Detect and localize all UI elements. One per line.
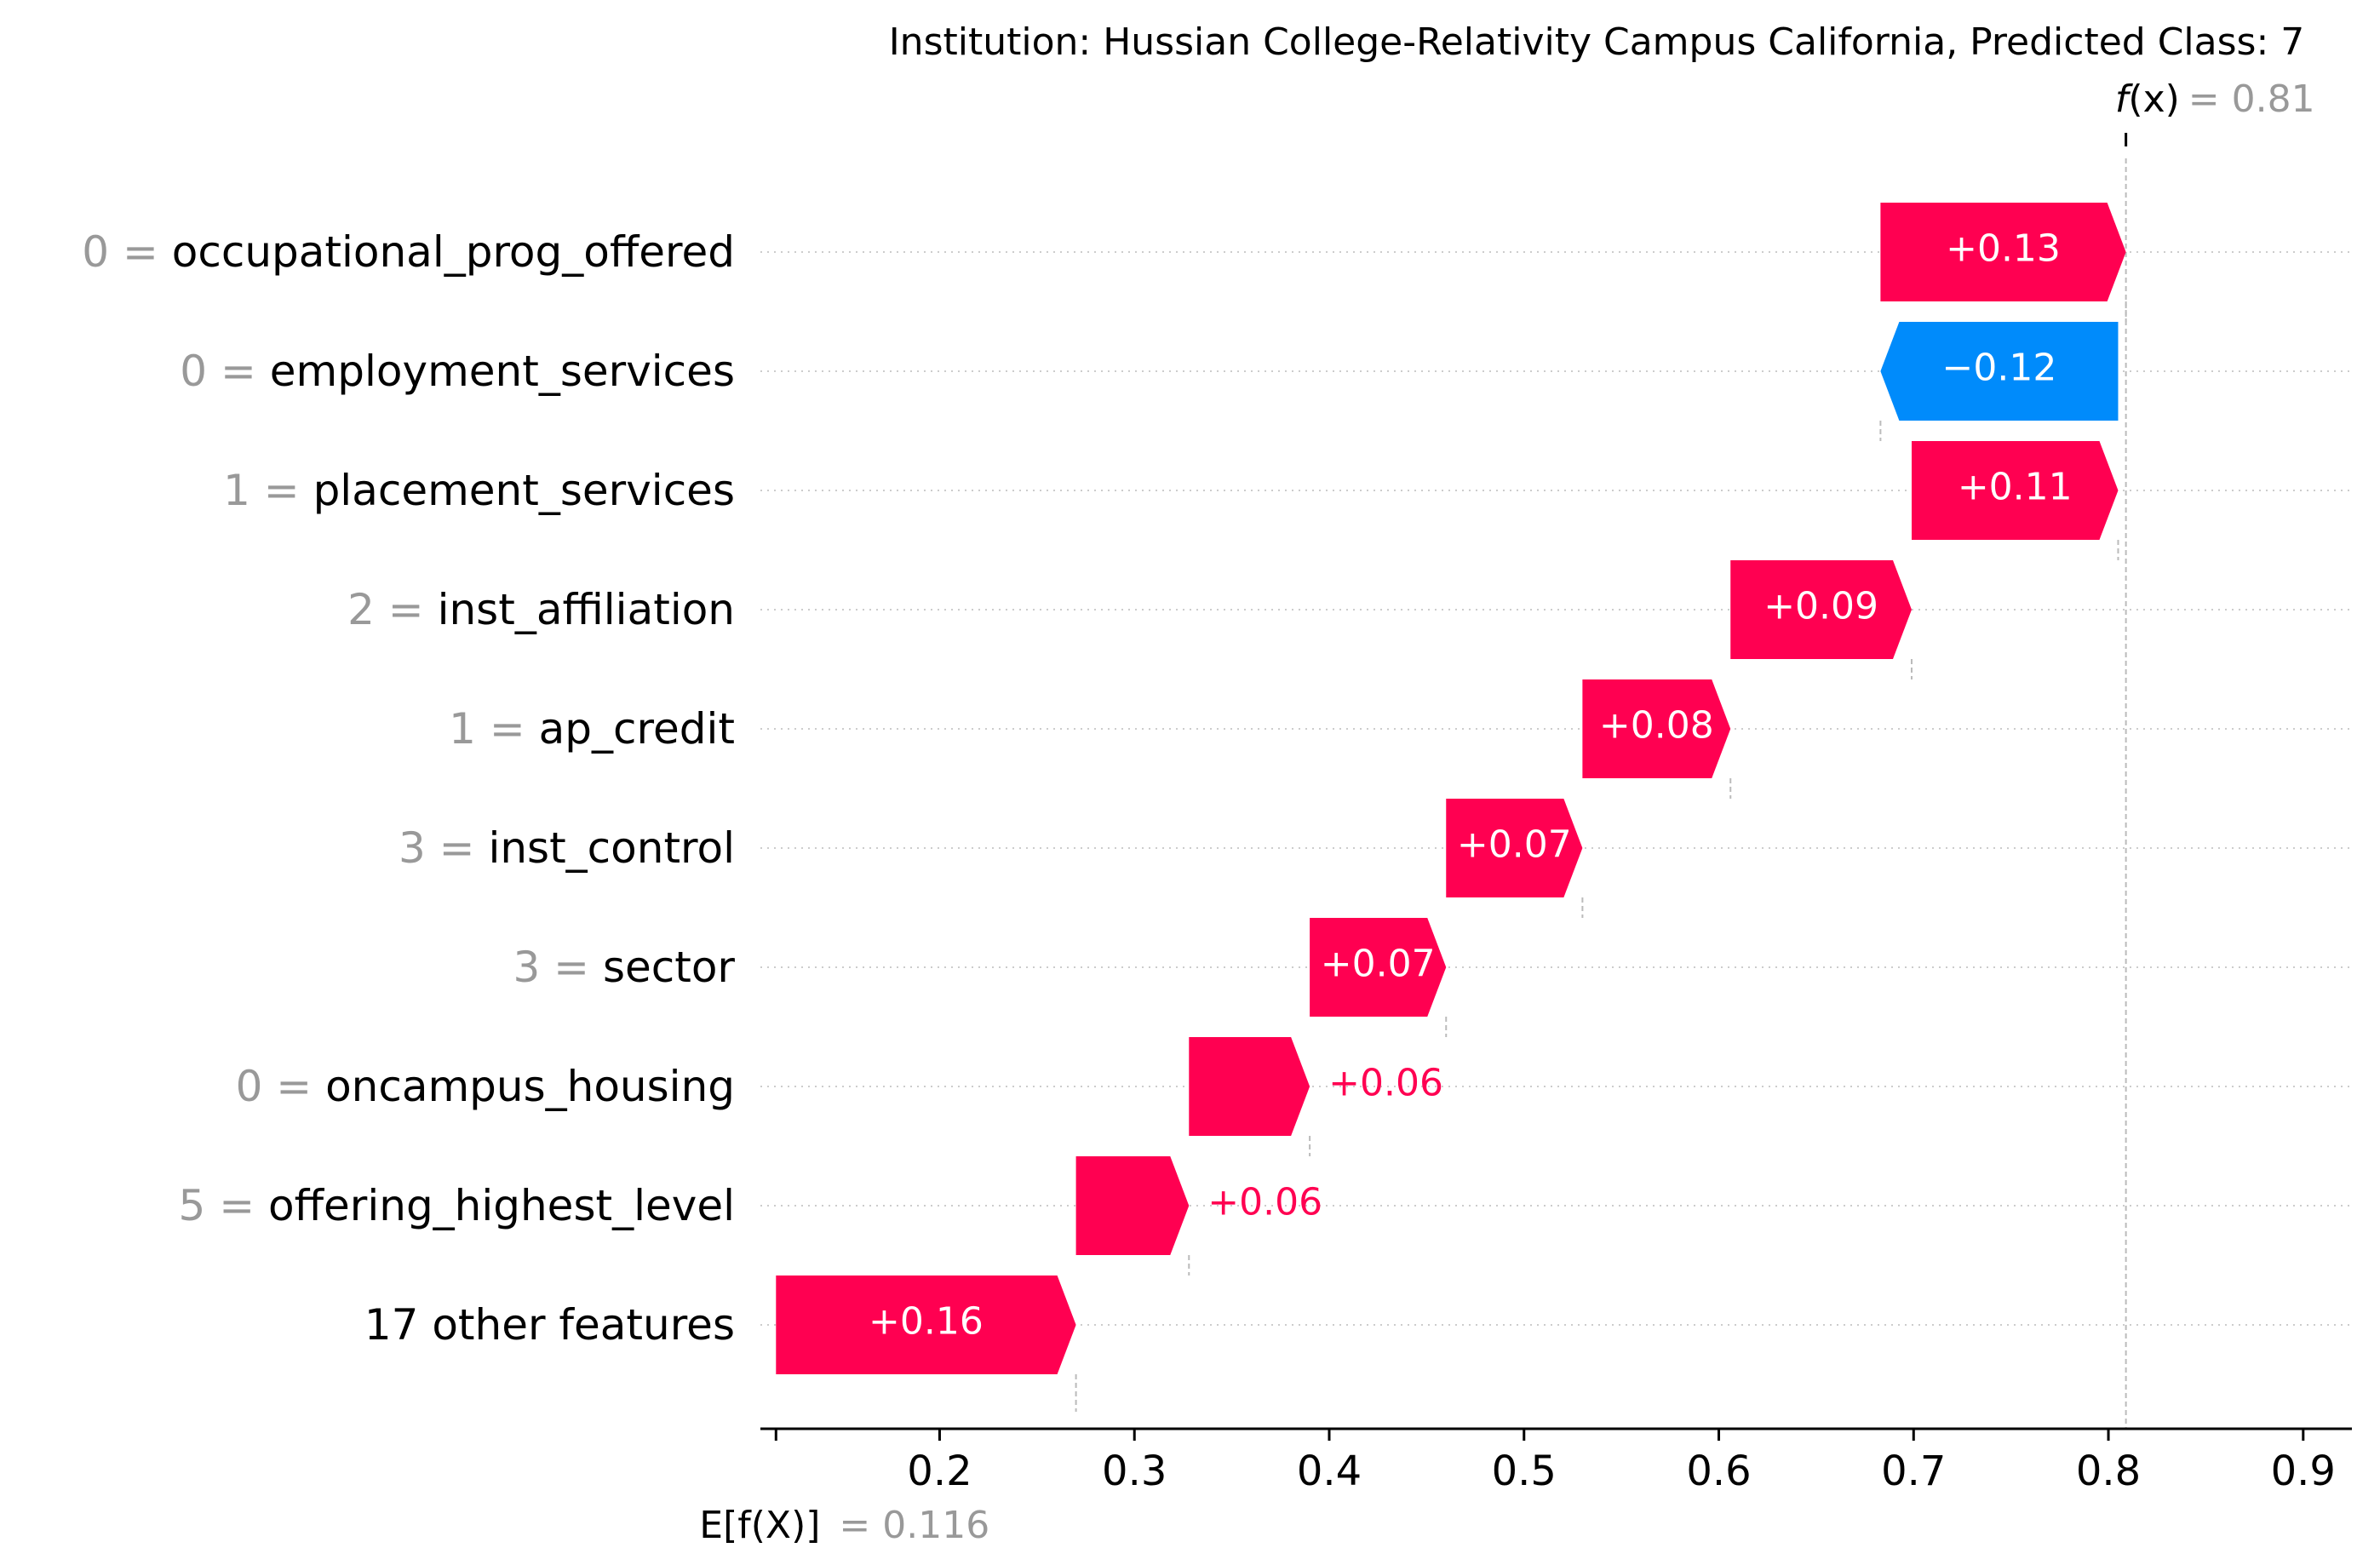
x-tick-label: 0.9 xyxy=(2271,1447,2336,1495)
bar-value-label: +0.11 xyxy=(1958,466,2073,509)
x-tick-label: 0.8 xyxy=(2076,1447,2141,1495)
chart-title: Institution: Hussian College-Relativity … xyxy=(889,20,2305,64)
feature-name: occupational_prog_offered xyxy=(172,227,735,277)
feature-label: 17 other features xyxy=(364,1300,735,1350)
ex-annotation: E[f(X)] = 0.116 xyxy=(699,1504,989,1547)
feature-name: oncampus_housing xyxy=(325,1062,735,1111)
fx-eq: = 0.81 xyxy=(2188,77,2315,121)
feature-label: 0 = occupational_prog_offered xyxy=(82,227,735,277)
feature-label: 1 = ap_credit xyxy=(449,704,735,754)
feature-name: offering_highest_level xyxy=(268,1181,735,1230)
feature-value: 0 = xyxy=(82,227,172,277)
waterfall-bar xyxy=(1730,560,1912,659)
ex-label: E[f(X)] xyxy=(699,1504,820,1547)
bar-value-label: +0.06 xyxy=(1328,1062,1443,1105)
feature-label: 1 = placement_services xyxy=(223,466,735,515)
bar-value-label: +0.09 xyxy=(1763,585,1878,628)
waterfall-bar xyxy=(1189,1037,1310,1136)
feature-value: 0 = xyxy=(236,1062,326,1111)
feature-label: 0 = employment_services xyxy=(180,347,735,396)
waterfall-bar xyxy=(1880,322,2119,421)
x-tick-label: 0.6 xyxy=(1686,1447,1751,1495)
waterfall-bar xyxy=(1075,1156,1190,1255)
waterfall-bar xyxy=(1880,203,2126,301)
feature-label: 0 = oncampus_housing xyxy=(236,1062,735,1111)
bar-value-label: +0.16 xyxy=(869,1300,984,1344)
fx-label-rest: (x) xyxy=(2128,77,2179,121)
feature-name: 17 other features xyxy=(364,1300,735,1350)
feature-name: ap_credit xyxy=(539,704,735,754)
feature-name: inst_affiliation xyxy=(438,585,735,634)
waterfall-bar xyxy=(776,1276,1076,1374)
feature-name: sector xyxy=(603,943,735,992)
feature-name: placement_services xyxy=(313,466,735,515)
feature-value: 3 = xyxy=(513,943,603,992)
bar-value-label: +0.07 xyxy=(1457,823,1572,867)
bar-value-label: +0.06 xyxy=(1207,1181,1322,1224)
x-tick-label: 0.5 xyxy=(1492,1447,1557,1495)
bar-value-label: +0.08 xyxy=(1599,704,1714,748)
x-tick-label: 0.2 xyxy=(907,1447,972,1495)
feature-value: 3 = xyxy=(399,823,489,873)
waterfall-bar xyxy=(1446,799,1583,897)
feature-label: 3 = sector xyxy=(513,943,735,992)
feature-value: 5 = xyxy=(179,1181,269,1230)
feature-value: 0 = xyxy=(180,347,270,396)
feature-name: employment_services xyxy=(270,347,735,396)
bar-value-label: −0.12 xyxy=(1942,347,2057,390)
x-axis: 0.2 0.3 0.4 0.5 0.6 0.7 0.8 0.9 xyxy=(760,133,2352,1495)
fx-annotation: f(x) = 0.81 xyxy=(2115,77,2315,121)
svg-text:f(x)= 0.81: f(x) = 0.81 xyxy=(2115,77,2315,121)
feature-value: 2 = xyxy=(347,585,438,634)
feature-value: 1 = xyxy=(223,466,313,515)
ex-eq: = 0.116 xyxy=(839,1504,989,1547)
x-tick-label: 0.7 xyxy=(1881,1447,1946,1495)
bar-value-label: +0.07 xyxy=(1321,943,1436,986)
feature-label: 5 = offering_highest_level xyxy=(179,1181,736,1230)
x-tick-label: 0.3 xyxy=(1102,1447,1167,1495)
feature-name: inst_control xyxy=(488,823,735,873)
bar-value-label: +0.13 xyxy=(1946,227,2061,271)
bar-labels: +0.13 −0.12 +0.11 +0.09 +0.08 +0.07 +0.07 +0.06… xyxy=(869,227,2073,1344)
waterfall-bar xyxy=(1582,679,1731,778)
bars xyxy=(776,203,2126,1374)
svg-text:E[f(X)]= 0.116: E[f(X)] = 0.116 xyxy=(699,1504,989,1547)
waterfall-bar xyxy=(1911,441,2119,540)
feature-label: 2 = inst_affiliation xyxy=(347,585,735,634)
x-tick-label: 0.4 xyxy=(1297,1447,1362,1495)
feature-label: 3 = inst_control xyxy=(399,823,735,873)
feature-value: 1 = xyxy=(449,704,539,754)
connector-lines xyxy=(1075,158,2127,1429)
waterfall-bar xyxy=(1310,918,1447,1017)
